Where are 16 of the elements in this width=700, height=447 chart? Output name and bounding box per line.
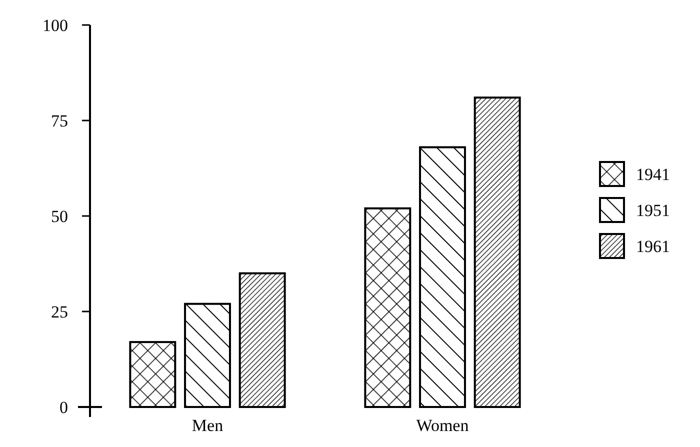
y-tick-label: 25: [51, 302, 68, 322]
y-tick-label: 50: [51, 206, 68, 226]
y-tick-label: 75: [51, 111, 68, 130]
y-tick-label: 0: [60, 398, 68, 417]
bar: [129, 341, 176, 408]
y-tick-label: 100: [42, 16, 68, 35]
bar: [184, 302, 231, 408]
bar: [474, 96, 521, 408]
bar: [419, 146, 466, 408]
legend-label: 1961: [636, 236, 670, 256]
bar: [238, 272, 286, 408]
legend-label: 1941: [636, 164, 670, 184]
bar: [364, 207, 412, 408]
x-tick-label: Men: [192, 416, 224, 435]
x-tick-label: Women: [416, 416, 470, 435]
legend-label: 1951: [636, 200, 670, 220]
